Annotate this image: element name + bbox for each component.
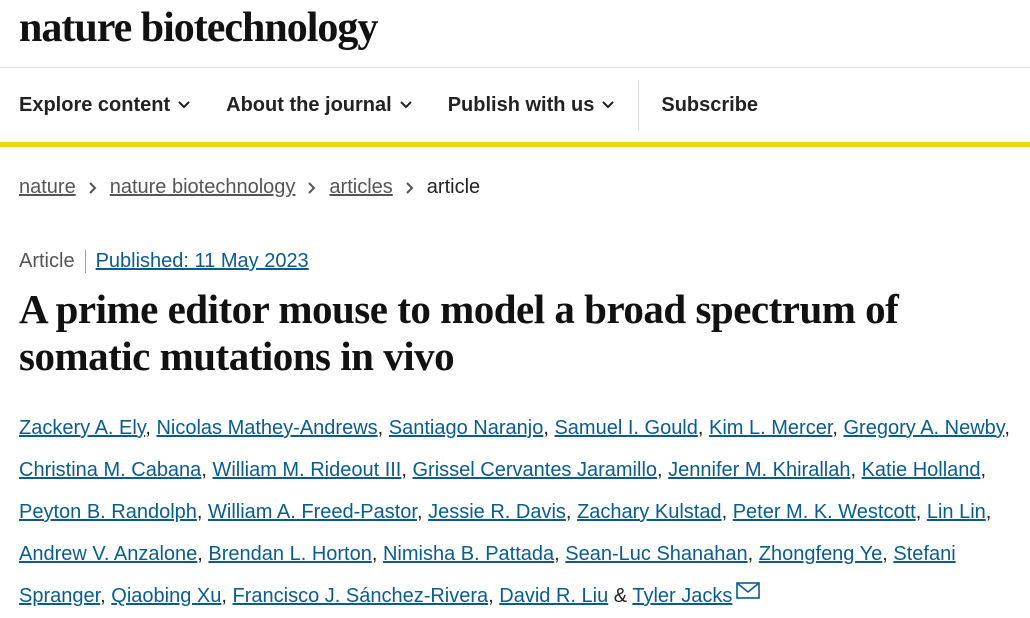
- author-separator: ,: [980, 459, 987, 481]
- author-separator: ,: [985, 501, 992, 523]
- author-separator: ,: [697, 417, 704, 439]
- author-separator: ,: [401, 459, 407, 481]
- chevron: [399, 101, 412, 109]
- author-separator: ,: [197, 543, 203, 565]
- author-link[interactable]: Christina M. Cabana: [19, 459, 202, 481]
- author-link[interactable]: Santiago Naranjo: [388, 417, 544, 439]
- divider: [638, 80, 640, 130]
- accent-bar: [0, 142, 1030, 147]
- author-separator: ,: [1004, 417, 1010, 439]
- author-separator: ,: [554, 543, 560, 565]
- author-separator: &: [613, 585, 628, 607]
- nav-bar: Explore content About the journal Publis…: [19, 80, 794, 130]
- nav-item[interactable]: About the journal: [226, 94, 412, 117]
- author-link[interactable]: Jessie R. Davis: [428, 501, 566, 523]
- nav-label[interactable]: About the journal: [226, 93, 392, 116]
- author-link[interactable]: Peyton B. Randolph: [19, 501, 197, 523]
- email-icon[interactable]: [736, 582, 761, 600]
- author-link[interactable]: Grissel Cervantes Jaramillo: [412, 459, 658, 481]
- author-separator: ,: [221, 585, 227, 607]
- breadcrumb-link[interactable]: articles: [329, 176, 393, 198]
- author-link[interactable]: Qiaobing Xu: [111, 585, 222, 607]
- author-link[interactable]: Brendan L. Horton: [208, 543, 372, 565]
- author-link[interactable]: Jennifer M. Khirallah: [668, 459, 851, 481]
- author-link[interactable]: William M. Rideout III: [212, 459, 402, 481]
- author-list: Zackery A. Ely, Nicolas Mathey-Andrews, …: [19, 407, 1019, 617]
- chevron: [178, 101, 190, 109]
- author-link[interactable]: Kim L. Mercer: [709, 417, 833, 439]
- author-link[interactable]: Zachary Kulstad: [577, 501, 722, 523]
- author-separator: ,: [832, 417, 838, 439]
- chevron: [89, 181, 97, 194]
- author-separator: ,: [145, 417, 151, 439]
- author-separator: ,: [196, 501, 203, 523]
- breadcrumb-link[interactable]: nature: [19, 176, 76, 198]
- article-type: Article: [19, 250, 86, 273]
- author-separator: ,: [747, 543, 754, 565]
- author-link[interactable]: William A. Freed-Pastor: [208, 501, 417, 523]
- author-link[interactable]: Sean-Luc Shanahan: [565, 543, 748, 565]
- author-separator: ,: [882, 543, 888, 565]
- breadcrumb-link[interactable]: nature biotechnology: [109, 176, 296, 198]
- author-separator: ,: [371, 543, 378, 565]
- author-separator: ,: [201, 459, 207, 481]
- author-link[interactable]: David R. Liu: [499, 585, 609, 607]
- author-separator: ,: [377, 417, 384, 439]
- author-separator: ,: [721, 501, 728, 523]
- author-separator: ,: [657, 459, 663, 481]
- author-separator: ,: [543, 417, 549, 439]
- author-link[interactable]: Nimisha B. Pattada: [382, 543, 555, 565]
- nav-item[interactable]: Explore content: [19, 94, 190, 117]
- subscribe-link[interactable]: Subscribe: [661, 93, 759, 116]
- chevron: [406, 181, 414, 194]
- breadcrumb-current: article: [426, 176, 481, 198]
- author-link[interactable]: Katie Holland: [861, 459, 981, 481]
- nav-label[interactable]: Explore content: [19, 93, 171, 116]
- author-link[interactable]: Zhongfeng Ye: [758, 543, 883, 565]
- author-link[interactable]: Gregory A. Newby: [843, 417, 1005, 439]
- author-separator: ,: [565, 501, 572, 523]
- author-link[interactable]: Peter M. K. Westcott: [732, 501, 916, 523]
- brand-logo[interactable]: nature biotechnology: [19, 5, 378, 51]
- author-separator: ,: [915, 501, 922, 523]
- author-link[interactable]: Francisco J. Sánchez-Rivera: [232, 585, 489, 607]
- author-link[interactable]: Stefani Spranger: [19, 543, 956, 607]
- author-link[interactable]: Zackery A. Ely: [19, 417, 146, 439]
- author-link[interactable]: Nicolas Mathey-Andrews: [156, 417, 378, 439]
- chevron: [308, 181, 316, 194]
- breadcrumbs: nature nature biotechnology articles art…: [19, 176, 480, 199]
- author-link[interactable]: Lin Lin: [926, 501, 986, 523]
- author-link[interactable]: Samuel I. Gould: [554, 417, 698, 439]
- author-separator: ,: [416, 501, 423, 523]
- nav-item[interactable]: Publish with us: [448, 94, 615, 117]
- article-meta: Article Published: 11 May 2023: [19, 250, 309, 273]
- author-link[interactable]: Tyler Jacks: [632, 585, 733, 607]
- author-separator: ,: [850, 459, 857, 481]
- author-separator: ,: [488, 585, 494, 607]
- author-separator: ,: [100, 585, 106, 607]
- chevron: [602, 101, 615, 109]
- author-link[interactable]: Andrew V. Anzalone: [19, 543, 198, 565]
- nav-label[interactable]: Publish with us: [447, 93, 595, 116]
- divider: [0, 67, 1030, 68]
- published-date[interactable]: Published: 11 May 2023: [95, 250, 309, 272]
- article-title: A prime editor mouse to model a broad sp…: [19, 286, 899, 379]
